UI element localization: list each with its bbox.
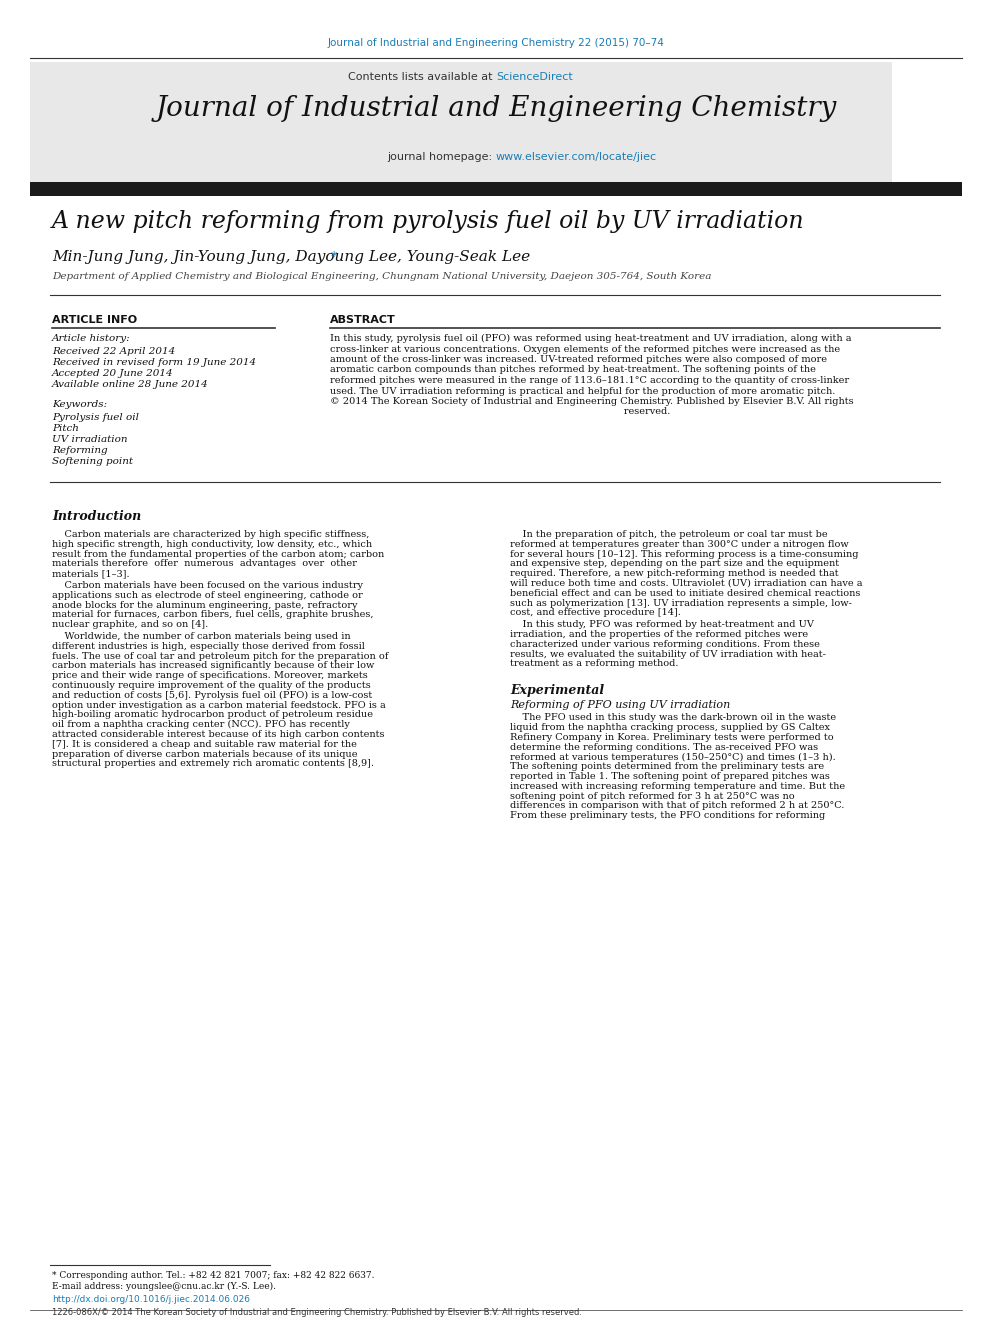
Text: Available online 28 June 2014: Available online 28 June 2014: [52, 380, 208, 389]
Text: Contents lists available at: Contents lists available at: [348, 71, 496, 82]
Text: *: *: [330, 250, 336, 263]
Text: anode blocks for the aluminum engineering, paste, refractory: anode blocks for the aluminum engineerin…: [52, 601, 357, 610]
Text: Received 22 April 2014: Received 22 April 2014: [52, 347, 176, 356]
Text: Carbon materials have been focused on the various industry: Carbon materials have been focused on th…: [52, 581, 363, 590]
Text: Carbon materials are characterized by high specific stiffness,: Carbon materials are characterized by hi…: [52, 531, 369, 538]
Text: A new pitch reforming from pyrolysis fuel oil by UV irradiation: A new pitch reforming from pyrolysis fue…: [52, 210, 805, 233]
Text: high-boiling aromatic hydrocarbon product of petroleum residue: high-boiling aromatic hydrocarbon produc…: [52, 710, 373, 720]
Text: Worldwide, the number of carbon materials being used in: Worldwide, the number of carbon material…: [52, 632, 350, 642]
Text: and expensive step, depending on the part size and the equipment: and expensive step, depending on the par…: [510, 560, 839, 569]
Text: ScienceDirect: ScienceDirect: [496, 71, 572, 82]
Text: beneficial effect and can be used to initiate desired chemical reactions: beneficial effect and can be used to ini…: [510, 589, 860, 598]
Text: characterized under various reforming conditions. From these: characterized under various reforming co…: [510, 640, 819, 648]
Text: and reduction of costs [5,6]. Pyrolysis fuel oil (PFO) is a low-cost: and reduction of costs [5,6]. Pyrolysis …: [52, 691, 372, 700]
Text: Experimental: Experimental: [510, 684, 604, 697]
Text: In this study, pyrolysis fuel oil (PFO) was reformed using heat-treatment and UV: In this study, pyrolysis fuel oil (PFO) …: [330, 333, 851, 343]
Text: Refinery Company in Korea. Preliminary tests were performed to: Refinery Company in Korea. Preliminary t…: [510, 733, 833, 742]
Text: Min-Jung Jung, Jin-Young Jung, Dayoung Lee, Young-Seak Lee: Min-Jung Jung, Jin-Young Jung, Dayoung L…: [52, 250, 530, 265]
Text: will reduce both time and costs. Ultraviolet (UV) irradiation can have a: will reduce both time and costs. Ultravi…: [510, 579, 862, 587]
Text: determine the reforming conditions. The as-received PFO was: determine the reforming conditions. The …: [510, 742, 818, 751]
Text: Keywords:: Keywords:: [52, 400, 107, 409]
Text: The softening points determined from the preliminary tests are: The softening points determined from the…: [510, 762, 824, 771]
Text: journal homepage:: journal homepage:: [387, 152, 496, 161]
Text: E-mail address: youngslee@cnu.ac.kr (Y.-S. Lee).: E-mail address: youngslee@cnu.ac.kr (Y.-…: [52, 1282, 276, 1291]
Text: In the preparation of pitch, the petroleum or coal tar must be: In the preparation of pitch, the petrole…: [510, 531, 827, 538]
Text: UV irradiation: UV irradiation: [52, 435, 128, 445]
Text: result from the fundamental properties of the carbon atom; carbon: result from the fundamental properties o…: [52, 549, 384, 558]
Text: applications such as electrode of steel engineering, cathode or: applications such as electrode of steel …: [52, 591, 363, 599]
Text: results, we evaluated the suitability of UV irradiation with heat-: results, we evaluated the suitability of…: [510, 650, 826, 659]
Text: amount of the cross-linker was increased. UV-treated reformed pitches were also : amount of the cross-linker was increased…: [330, 355, 827, 364]
Text: cost, and effective procedure [14].: cost, and effective procedure [14].: [510, 609, 681, 618]
Text: used. The UV irradiation reforming is practical and helpful for the production o: used. The UV irradiation reforming is pr…: [330, 386, 835, 396]
Text: differences in comparison with that of pitch reformed 2 h at 250°C.: differences in comparison with that of p…: [510, 802, 844, 811]
Text: reserved.: reserved.: [330, 407, 671, 417]
Bar: [30, 183, 962, 196]
Text: 1226-086X/© 2014 The Korean Society of Industrial and Engineering Chemistry. Pub: 1226-086X/© 2014 The Korean Society of I…: [52, 1308, 582, 1316]
Text: The PFO used in this study was the dark-brown oil in the waste: The PFO used in this study was the dark-…: [510, 713, 836, 722]
Text: Accepted 20 June 2014: Accepted 20 June 2014: [52, 369, 174, 378]
Text: Pitch: Pitch: [52, 423, 79, 433]
Text: Introduction: Introduction: [52, 509, 141, 523]
Text: different industries is high, especially those derived from fossil: different industries is high, especially…: [52, 642, 365, 651]
Text: preparation of diverse carbon materials because of its unique: preparation of diverse carbon materials …: [52, 750, 357, 758]
Text: ABSTRACT: ABSTRACT: [330, 315, 396, 325]
Text: such as polymerization [13]. UV irradiation represents a simple, low-: such as polymerization [13]. UV irradiat…: [510, 598, 852, 607]
Text: © 2014 The Korean Society of Industrial and Engineering Chemistry. Published by : © 2014 The Korean Society of Industrial …: [330, 397, 854, 406]
Text: Journal of Industrial and Engineering Chemistry 22 (2015) 70–74: Journal of Industrial and Engineering Ch…: [327, 38, 665, 48]
Text: Received in revised form 19 June 2014: Received in revised form 19 June 2014: [52, 359, 256, 366]
Text: for several hours [10–12]. This reforming process is a time-consuming: for several hours [10–12]. This reformin…: [510, 549, 858, 558]
Text: fuels. The use of coal tar and petroleum pitch for the preparation of: fuels. The use of coal tar and petroleum…: [52, 652, 389, 660]
Text: increased with increasing reforming temperature and time. But the: increased with increasing reforming temp…: [510, 782, 845, 791]
Text: reformed pitches were measured in the range of 113.6–181.1°C according to the qu: reformed pitches were measured in the ra…: [330, 376, 849, 385]
Text: structural properties and extremely rich aromatic contents [8,9].: structural properties and extremely rich…: [52, 759, 374, 769]
Text: Article history:: Article history:: [52, 333, 131, 343]
Text: Department of Applied Chemistry and Biological Engineering, Chungnam National Un: Department of Applied Chemistry and Biol…: [52, 273, 711, 280]
Text: [7]. It is considered a cheap and suitable raw material for the: [7]. It is considered a cheap and suitab…: [52, 740, 357, 749]
Text: * Corresponding author. Tel.: +82 42 821 7007; fax: +82 42 822 6637.: * Corresponding author. Tel.: +82 42 821…: [52, 1271, 375, 1279]
Text: From these preliminary tests, the PFO conditions for reforming: From these preliminary tests, the PFO co…: [510, 811, 825, 820]
Text: Reforming of PFO using UV irradiation: Reforming of PFO using UV irradiation: [510, 700, 730, 710]
Bar: [30, 62, 892, 183]
Text: reported in Table 1. The softening point of prepared pitches was: reported in Table 1. The softening point…: [510, 773, 830, 781]
Text: nuclear graphite, and so on [4].: nuclear graphite, and so on [4].: [52, 620, 208, 630]
Text: carbon materials has increased significantly because of their low: carbon materials has increased significa…: [52, 662, 374, 671]
Text: reformed at temperatures greater than 300°C under a nitrogen flow: reformed at temperatures greater than 30…: [510, 540, 849, 549]
Text: material for furnaces, carbon fibers, fuel cells, graphite brushes,: material for furnaces, carbon fibers, fu…: [52, 610, 374, 619]
Text: high specific strength, high conductivity, low density, etc., which: high specific strength, high conductivit…: [52, 540, 372, 549]
Text: aromatic carbon compounds than pitches reformed by heat-treatment. The softening: aromatic carbon compounds than pitches r…: [330, 365, 815, 374]
Text: treatment as a reforming method.: treatment as a reforming method.: [510, 659, 679, 668]
Text: Softening point: Softening point: [52, 456, 133, 466]
Text: option under investigation as a carbon material feedstock. PFO is a: option under investigation as a carbon m…: [52, 701, 386, 709]
Text: oil from a naphtha cracking center (NCC). PFO has recently: oil from a naphtha cracking center (NCC)…: [52, 720, 350, 729]
Text: irradiation, and the properties of the reformed pitches were: irradiation, and the properties of the r…: [510, 630, 808, 639]
Text: materials [1–3].: materials [1–3].: [52, 569, 130, 578]
Text: continuously require improvement of the quality of the products: continuously require improvement of the …: [52, 681, 371, 691]
Text: www.elsevier.com/locate/jiec: www.elsevier.com/locate/jiec: [496, 152, 657, 161]
Text: Pyrolysis fuel oil: Pyrolysis fuel oil: [52, 413, 139, 422]
Text: materials therefore  offer  numerous  advantages  over  other: materials therefore offer numerous advan…: [52, 560, 357, 569]
Text: price and their wide range of specifications. Moreover, markets: price and their wide range of specificat…: [52, 671, 368, 680]
Text: http://dx.doi.org/10.1016/j.jiec.2014.06.026: http://dx.doi.org/10.1016/j.jiec.2014.06…: [52, 1295, 250, 1304]
Text: reformed at various temperatures (150–250°C) and times (1–3 h).: reformed at various temperatures (150–25…: [510, 753, 835, 762]
Text: ARTICLE INFO: ARTICLE INFO: [52, 315, 137, 325]
Text: liquid from the naphtha cracking process, supplied by GS Caltex: liquid from the naphtha cracking process…: [510, 722, 830, 732]
Text: required. Therefore, a new pitch-reforming method is needed that: required. Therefore, a new pitch-reformi…: [510, 569, 838, 578]
Text: softening point of pitch reformed for 3 h at 250°C was no: softening point of pitch reformed for 3 …: [510, 791, 795, 800]
Text: Reforming: Reforming: [52, 446, 107, 455]
Text: In this study, PFO was reformed by heat-treatment and UV: In this study, PFO was reformed by heat-…: [510, 620, 813, 630]
Text: cross-linker at various concentrations. Oxygen elements of the reformed pitches : cross-linker at various concentrations. …: [330, 344, 840, 353]
Text: attracted considerable interest because of its high carbon contents: attracted considerable interest because …: [52, 730, 385, 740]
Text: Journal of Industrial and Engineering Chemistry: Journal of Industrial and Engineering Ch…: [156, 95, 836, 122]
